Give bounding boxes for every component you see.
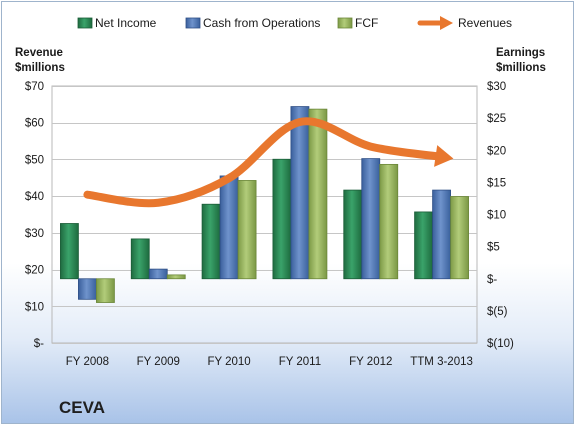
left-axis-tick-label: $20 [25, 265, 44, 277]
bar-fcf [308, 108, 328, 280]
plot-area-border [51, 85, 478, 344]
legend-swatch-cash-from-operations [185, 17, 201, 29]
right-axis-tick-label: $25 [487, 113, 506, 125]
axes: $- $10 $20 $30 $40 $50 $60 $70 $(10) $(5) $- $5 $10 $… [25, 81, 514, 368]
right-axis-tick-label: $(5) [487, 306, 508, 318]
legend-item-fcf: FCF [337, 16, 378, 30]
left-axis-tick-label: $10 [25, 301, 44, 313]
right-axis-tick-label: $- [487, 274, 497, 286]
left-axis-tick-label: $- [34, 338, 44, 350]
left-axis-tick-label: $70 [25, 81, 44, 93]
right-axis-tick-label: $30 [487, 81, 506, 93]
legend-label-revenues: Revenues [458, 16, 512, 30]
left-axis-title: Revenue $millions [15, 46, 65, 76]
bar-cash-from-operations [432, 189, 451, 280]
legend-swatch-fcf [337, 17, 353, 29]
legend-swatch-net-income [77, 17, 93, 29]
category-label: FY 2008 [66, 356, 109, 368]
bar-cash-from-operations [219, 175, 239, 280]
right-axis-tick-label: $20 [487, 145, 506, 157]
legend: Net Income Cash from Operations FCF Revenue… [77, 16, 512, 30]
bar-cash-from-operations [148, 268, 168, 280]
bar-fcf [166, 274, 186, 280]
bar-net-income [201, 203, 221, 280]
bars [60, 106, 469, 303]
bar-cash-from-operations [361, 158, 381, 280]
category-label: TTM 3-2013 [410, 356, 473, 368]
legend-label-cash-from-operations: Cash from Operations [203, 16, 320, 30]
revenue-line [83, 117, 454, 208]
left-axis-title-line1: Revenue [15, 47, 63, 59]
category-label: FY 2009 [137, 356, 180, 368]
category-label: FY 2011 [279, 356, 321, 368]
legend-label-net-income: Net Income [95, 16, 157, 30]
legend-item-net-income: Net Income [77, 16, 157, 30]
legend-item-revenues: Revenues [417, 16, 512, 30]
bar-net-income [130, 238, 150, 280]
category-label: FY 2010 [207, 356, 250, 368]
right-axis-tick-label: $5 [487, 242, 500, 254]
left-axis-title-line2: $millions [15, 62, 65, 74]
revenue-arrowhead [434, 145, 454, 167]
revenue-line-path [83, 117, 446, 208]
right-axis-title-line2: $millions [496, 62, 546, 74]
bar-fcf [379, 163, 399, 280]
right-axis-tick-label: $15 [487, 177, 506, 189]
bar-fcf [450, 196, 469, 280]
company-name: CEVA [59, 398, 105, 417]
right-axis-tick-label: $(10) [487, 338, 514, 350]
left-axis-tick-label: $60 [25, 118, 44, 130]
grid-lines [51, 85, 478, 344]
left-axis-tick-label: $50 [25, 154, 44, 166]
bar-net-income [343, 189, 363, 280]
left-axis-tick-label: $30 [25, 228, 44, 240]
legend-item-cash-from-operations: Cash from Operations [185, 16, 320, 30]
bar-fcf [237, 180, 257, 280]
right-axis-title: Earnings $millions [496, 46, 546, 76]
bar-fcf [96, 278, 115, 303]
chart-canvas: $- $10 $20 $30 $40 $50 $60 $70 $(10) $(5) $- $5 $10 $… [25, 16, 514, 368]
legend-label-fcf: FCF [355, 16, 378, 30]
category-label: FY 2012 [349, 356, 392, 368]
bar-cash-from-operations [78, 278, 97, 300]
bar-cash-from-operations [290, 106, 310, 280]
legend-swatch-revenues-arrow [440, 16, 453, 30]
left-axis-tick-label: $40 [25, 191, 44, 203]
bar-net-income [60, 223, 79, 280]
bar-net-income [414, 211, 433, 280]
right-axis-title-line1: Earnings [496, 47, 546, 59]
bar-net-income [272, 158, 292, 280]
right-axis-tick-label: $10 [487, 210, 506, 222]
